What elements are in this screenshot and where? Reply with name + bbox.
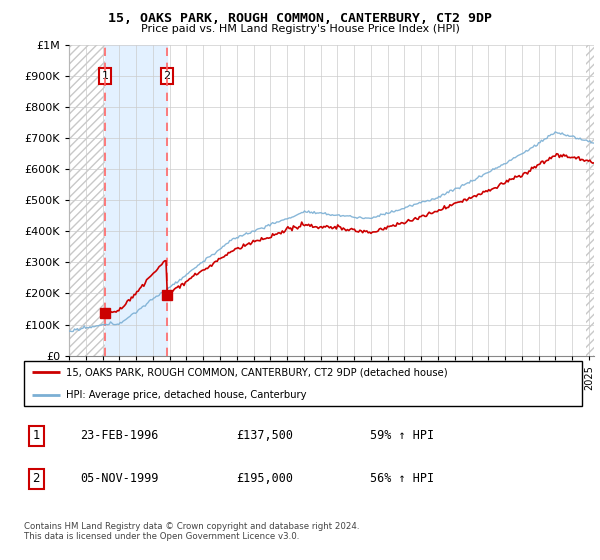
Text: £195,000: £195,000 bbox=[236, 472, 293, 486]
Text: HPI: Average price, detached house, Canterbury: HPI: Average price, detached house, Cant… bbox=[66, 390, 307, 400]
Text: Contains HM Land Registry data © Crown copyright and database right 2024.
This d: Contains HM Land Registry data © Crown c… bbox=[24, 522, 359, 542]
Bar bbox=[105, 45, 167, 356]
Text: 59% ↑ HPI: 59% ↑ HPI bbox=[370, 430, 434, 442]
Text: £137,500: £137,500 bbox=[236, 430, 293, 442]
Text: Price paid vs. HM Land Registry's House Price Index (HPI): Price paid vs. HM Land Registry's House … bbox=[140, 24, 460, 34]
Text: 05-NOV-1999: 05-NOV-1999 bbox=[80, 472, 158, 486]
Bar bbox=[69, 45, 105, 356]
Text: 1: 1 bbox=[101, 71, 109, 81]
Text: 2: 2 bbox=[32, 472, 40, 486]
Text: 15, OAKS PARK, ROUGH COMMON, CANTERBURY, CT2 9DP: 15, OAKS PARK, ROUGH COMMON, CANTERBURY,… bbox=[108, 12, 492, 25]
Text: 23-FEB-1996: 23-FEB-1996 bbox=[80, 430, 158, 442]
Text: 15, OAKS PARK, ROUGH COMMON, CANTERBURY, CT2 9DP (detached house): 15, OAKS PARK, ROUGH COMMON, CANTERBURY,… bbox=[66, 367, 448, 377]
Text: 2: 2 bbox=[163, 71, 170, 81]
Text: 1: 1 bbox=[32, 430, 40, 442]
Bar bbox=[586, 45, 594, 356]
Text: 56% ↑ HPI: 56% ↑ HPI bbox=[370, 472, 434, 486]
